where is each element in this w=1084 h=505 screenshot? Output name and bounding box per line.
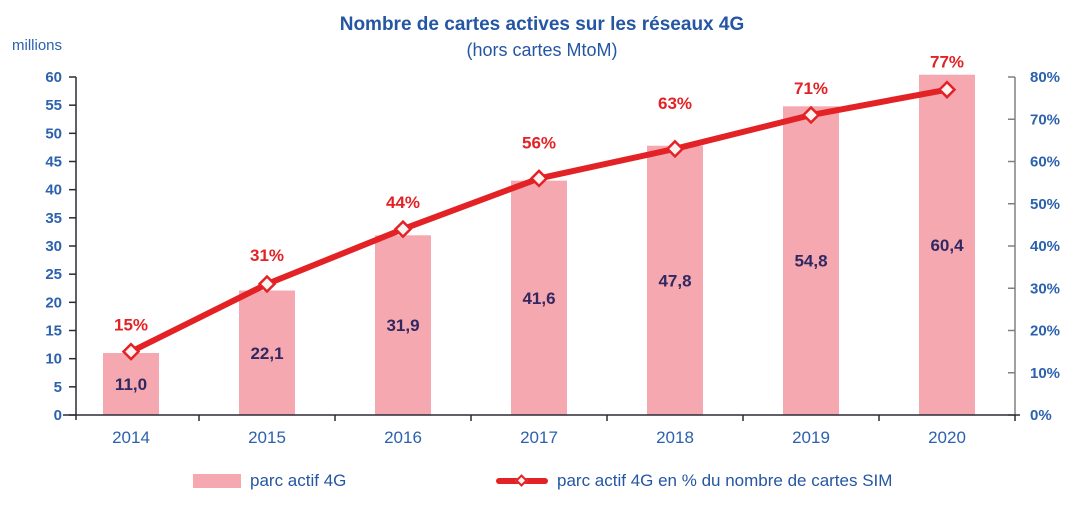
right-axis-tick-label: 40%: [1030, 238, 1060, 255]
pct-label: 15%: [114, 316, 148, 335]
bar-2016: [375, 235, 431, 415]
bar-2019: [783, 106, 839, 415]
diamond-marker: [801, 105, 821, 125]
diamond-marker: [665, 139, 685, 159]
legend-item-bar-series: parc actif 4G: [193, 466, 346, 496]
diamond-marker: [529, 169, 549, 188]
left-axis-tick-label: 40: [45, 182, 62, 199]
pct-label: 63%: [658, 94, 692, 113]
line-series-marker-icon: [496, 472, 548, 490]
right-axis-tick-label: 60%: [1030, 154, 1060, 171]
year-label: 2016: [384, 428, 422, 447]
line-series-legend-label: parc actif 4G en % du nombre de cartes S…: [557, 471, 893, 490]
bar-value-label: 11,0: [115, 375, 147, 394]
right-axis-tick-label: 0%: [1030, 407, 1052, 424]
diamond-marker: [937, 80, 957, 99]
left-axis-tick-label: 30: [45, 238, 62, 255]
bar-2017: [511, 180, 567, 415]
bar-2020: [919, 74, 975, 415]
year-label: 2018: [656, 428, 694, 447]
bar-2018: [647, 145, 703, 415]
left-axis-tick-label: 50: [45, 125, 62, 142]
pct-label: 44%: [386, 193, 420, 212]
chart-title-block: Nombre de cartes actives sur les réseaux…: [0, 12, 1084, 62]
pct-label: 77%: [930, 53, 964, 72]
pct-label: 31%: [250, 246, 284, 265]
legend-item-line-series: parc actif 4G en % du nombre de cartes S…: [496, 466, 892, 496]
right-axis-tick-label: 50%: [1030, 196, 1060, 213]
left-axis-tick-label: 15: [45, 323, 62, 340]
bar-series-legend-label: parc actif 4G: [250, 471, 347, 490]
diamond-marker: [121, 342, 141, 361]
right-axis-tick-label: 20%: [1030, 323, 1060, 340]
right-axis-tick-label: 30%: [1030, 280, 1060, 297]
right-axis-tick-label: 70%: [1030, 111, 1060, 128]
right-axis-tick-label: 10%: [1030, 365, 1060, 382]
bar-value-label: 22,1: [250, 344, 283, 363]
bar-2014: [103, 353, 159, 415]
bar-value-label: 31,9: [386, 316, 419, 335]
pct-label: 56%: [522, 133, 556, 152]
left-axis-tick-label: 0: [54, 407, 62, 424]
chart-title: Nombre de cartes actives sur les réseaux…: [339, 14, 745, 35]
left-axis-tick-label: 25: [45, 266, 62, 283]
left-axis-tick-label: 55: [45, 97, 62, 114]
left-axis-tick-label: 60: [45, 69, 62, 86]
bar-series-swatch: [193, 474, 241, 488]
year-label: 2019: [792, 428, 830, 447]
diamond-marker-icon: [515, 474, 528, 487]
left-axis-tick-label: 45: [45, 154, 62, 171]
left-axis-tick-label: 20: [45, 294, 62, 311]
left-axis-tick-label: 35: [45, 210, 62, 227]
chart-legend: parc actif 4G parc actif 4G en % du nomb…: [0, 466, 1084, 496]
bar-value-label: 41,6: [522, 289, 555, 308]
year-label: 2020: [928, 428, 966, 447]
bar-2015: [239, 290, 295, 415]
bar-value-label: 47,8: [658, 271, 691, 290]
left-axis-tick-label: 10: [45, 351, 62, 368]
diamond-marker: [393, 219, 413, 239]
diamond-marker: [257, 274, 277, 294]
year-label: 2017: [520, 428, 558, 447]
bar-value-label: 54,8: [794, 252, 827, 271]
left-axis-tick-label: 5: [54, 379, 62, 396]
pct-label: 71%: [794, 79, 828, 98]
chart-subtitle: (hors cartes MtoM): [466, 39, 618, 60]
year-label: 2015: [248, 428, 286, 447]
right-axis-tick-label: 80%: [1030, 69, 1060, 86]
year-label: 2014: [112, 428, 150, 447]
left-axis-unit-label: millions: [12, 37, 63, 54]
bar-value-label: 60,4: [930, 236, 964, 255]
